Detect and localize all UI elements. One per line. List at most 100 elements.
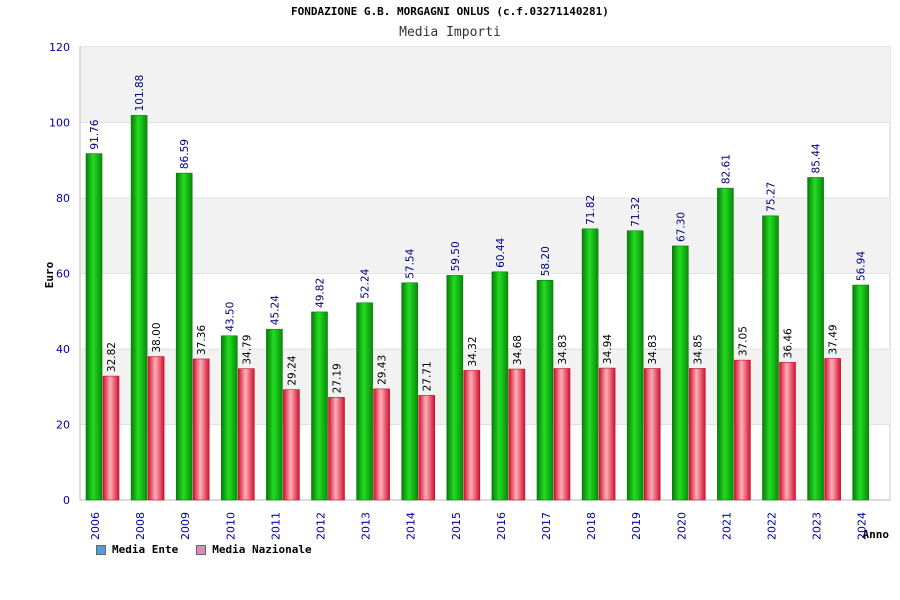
data-label-media-nazionale: 27.71 xyxy=(422,361,434,391)
data-label-media-nazionale: 34.32 xyxy=(467,336,479,366)
bar-media-nazionale xyxy=(238,368,255,501)
x-tick-label: 2013 xyxy=(360,512,373,540)
bar-media-ente xyxy=(356,302,373,501)
data-label-media-nazionale: 34.94 xyxy=(602,334,614,364)
bar-media-ente xyxy=(581,228,599,501)
grid-band xyxy=(81,47,890,123)
data-label-media-ente: 91.76 xyxy=(89,119,101,149)
data-label-media-ente: 75.27 xyxy=(766,182,778,212)
x-tick-label: 2024 xyxy=(856,512,869,540)
x-axis-label: Anno xyxy=(863,528,890,541)
x-tick-label: 2016 xyxy=(495,512,508,540)
bar-media-nazionale xyxy=(553,368,571,501)
data-label-media-ente: 86.59 xyxy=(179,139,191,169)
x-tick-label: 2012 xyxy=(315,512,328,540)
legend: Media Ente Media Nazionale xyxy=(96,543,312,556)
bar-media-nazionale xyxy=(508,368,526,501)
data-label-media-ente: 43.50 xyxy=(224,302,236,332)
x-tick-label: 2017 xyxy=(540,512,553,540)
x-tick-label: 2009 xyxy=(179,512,192,540)
data-label-media-nazionale: 29.24 xyxy=(286,355,298,385)
y-tick-label: 80 xyxy=(56,192,70,205)
bar-media-nazionale xyxy=(283,389,300,501)
bar-media-ente xyxy=(266,328,283,501)
data-label-media-ente: 56.94 xyxy=(856,251,868,281)
bar-media-ente xyxy=(717,187,734,501)
legend-label-media-nazionale: Media Nazionale xyxy=(212,543,312,556)
legend-item-media-nazionale: Media Nazionale xyxy=(196,543,312,556)
x-tick-label: 2006 xyxy=(89,512,102,540)
data-label-media-nazionale: 34.79 xyxy=(241,335,253,365)
bar-media-ente xyxy=(807,177,824,501)
bar-media-nazionale xyxy=(328,397,345,501)
bar-media-ente xyxy=(762,215,779,501)
x-tick-label: 2022 xyxy=(766,512,779,540)
data-label-media-ente: 49.82 xyxy=(315,278,327,308)
x-tick-label: 2020 xyxy=(675,512,688,540)
bar-media-ente xyxy=(491,271,509,501)
bar-media-ente xyxy=(130,115,148,501)
data-label-media-ente: 45.24 xyxy=(269,295,281,325)
bar-media-ente xyxy=(852,284,870,501)
y-axis-label: Euro xyxy=(43,261,56,288)
legend-swatch-media-nazionale xyxy=(196,544,207,555)
data-label-media-ente: 82.61 xyxy=(720,154,732,184)
data-label-media-nazionale: 36.46 xyxy=(783,328,795,358)
y-tick-label: 60 xyxy=(56,268,70,281)
bar-media-ente xyxy=(85,153,103,501)
data-label-media-nazionale: 34.83 xyxy=(557,334,569,364)
y-tick-label: 0 xyxy=(63,494,70,507)
legend-label-media-ente: Media Ente xyxy=(112,543,179,556)
bar-media-nazionale xyxy=(463,370,481,501)
bar-media-nazionale xyxy=(643,368,661,501)
bar-media-nazionale xyxy=(418,395,436,501)
data-label-media-ente: 67.30 xyxy=(675,212,687,242)
grid-band xyxy=(81,349,890,425)
y-tick-label: 40 xyxy=(56,343,70,356)
data-label-media-nazionale: 38.00 xyxy=(151,322,163,352)
bar-media-nazionale xyxy=(373,388,390,501)
legend-swatch-media-ente xyxy=(96,544,106,555)
bar-media-nazionale xyxy=(688,368,706,501)
bar-media-ente xyxy=(626,230,644,501)
bar-media-ente xyxy=(311,311,328,501)
bar-media-ente xyxy=(671,245,689,501)
x-tick-label: 2010 xyxy=(224,512,237,540)
y-tick-label: 20 xyxy=(56,419,70,432)
data-label-media-ente: 52.24 xyxy=(360,268,372,298)
data-label-media-nazionale: 37.49 xyxy=(828,324,840,354)
data-label-media-nazionale: 29.43 xyxy=(377,355,389,385)
data-label-media-ente: 57.54 xyxy=(405,248,417,278)
bar-media-ente xyxy=(446,275,464,501)
bar-media-ente xyxy=(401,282,419,501)
data-label-media-ente: 60.44 xyxy=(495,237,507,267)
data-label-media-nazionale: 27.19 xyxy=(332,363,344,393)
data-label-media-ente: 85.44 xyxy=(811,143,823,173)
y-tick-label: 100 xyxy=(49,117,70,130)
data-label-media-ente: 58.20 xyxy=(540,246,552,276)
data-label-media-ente: 71.32 xyxy=(630,197,642,227)
data-label-media-nazionale: 37.05 xyxy=(737,326,749,356)
x-tick-label: 2018 xyxy=(585,512,598,540)
bar-media-nazionale xyxy=(147,356,165,501)
x-tick-label: 2023 xyxy=(811,512,824,540)
bar-media-ente xyxy=(221,335,238,501)
x-tick-label: 2008 xyxy=(134,512,147,540)
x-tick-label: 2014 xyxy=(405,512,418,540)
data-label-media-ente: 59.50 xyxy=(450,241,462,271)
x-tick-label: 2019 xyxy=(630,512,643,540)
grid-band xyxy=(81,198,890,274)
x-tick-label: 2021 xyxy=(720,512,733,540)
bar-media-ente xyxy=(536,279,554,501)
data-label-media-nazionale: 34.85 xyxy=(692,334,704,364)
data-label-media-nazionale: 34.68 xyxy=(512,335,524,365)
x-tick-label: 2015 xyxy=(450,512,463,540)
bar-media-nazionale xyxy=(824,358,841,501)
x-tick-label: 2011 xyxy=(269,512,282,540)
bar-media-nazionale xyxy=(192,358,210,501)
bar-media-nazionale xyxy=(734,359,751,501)
bar-media-nazionale xyxy=(779,362,796,501)
data-label-media-nazionale: 32.82 xyxy=(106,342,118,372)
chart-subtitle: Media Importi xyxy=(399,25,501,40)
